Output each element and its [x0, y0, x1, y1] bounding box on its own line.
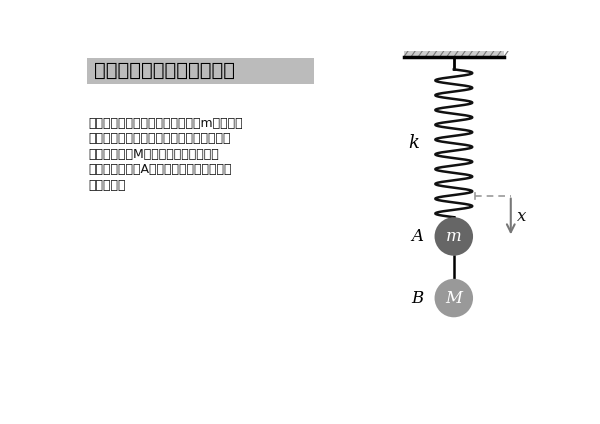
Text: このとき、小球A，Ｂに働く力の作用図を: このとき、小球A，Ｂに働く力の作用図を [89, 163, 232, 176]
Ellipse shape [434, 279, 473, 317]
Text: k: k [409, 134, 419, 152]
Text: M: M [445, 290, 463, 307]
Text: A: A [412, 228, 424, 245]
Text: 図示せよ。: 図示せよ。 [89, 179, 127, 192]
FancyBboxPatch shape [86, 58, 314, 84]
Text: 小球Ｂ（質量M）がつながれている。: 小球Ｂ（質量M）がつながれている。 [89, 148, 220, 161]
Text: m: m [446, 228, 461, 245]
Text: ばね定数ｋのばねに小球Ａ（質量m）がつな: ばね定数ｋのばねに小球Ａ（質量m）がつな [89, 117, 244, 130]
Ellipse shape [434, 217, 473, 256]
Text: B: B [412, 290, 424, 307]
Text: がれている。また、軽い糸を介してさらに: がれている。また、軽い糸を介してさらに [89, 132, 232, 145]
Text: x: x [517, 208, 526, 225]
Text: 複合物体に働く力の作用図: 複合物体に働く力の作用図 [94, 61, 235, 81]
Bar [404, 46, 504, 57]
